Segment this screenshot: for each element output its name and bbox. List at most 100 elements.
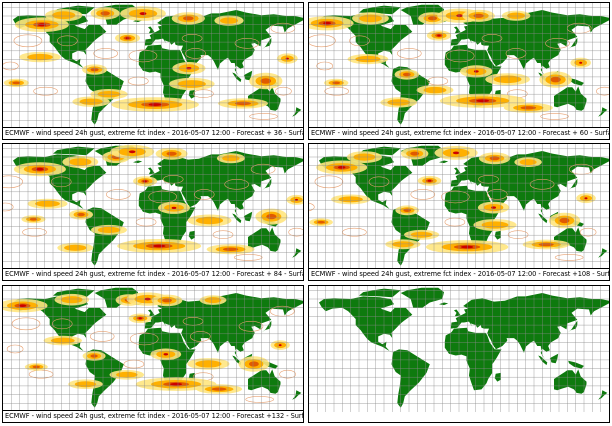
index-mid-area bbox=[195, 216, 224, 225]
land-south-america bbox=[85, 349, 124, 408]
index-contour bbox=[11, 317, 41, 331]
index-mid-area bbox=[61, 296, 83, 304]
world-map bbox=[309, 3, 609, 129]
world-map bbox=[3, 3, 303, 129]
graticule bbox=[309, 3, 609, 129]
index-contour bbox=[250, 163, 276, 175]
map-caption: ECMWF - wind speed 24h gust, extreme fct… bbox=[3, 127, 303, 139]
index-contour bbox=[245, 396, 275, 403]
index-contour bbox=[193, 189, 215, 200]
index-contour bbox=[368, 176, 390, 188]
index-contour bbox=[288, 227, 303, 237]
graticule bbox=[3, 144, 303, 270]
index-contour bbox=[568, 163, 594, 175]
land-south-america bbox=[391, 66, 430, 125]
land-sumatra bbox=[232, 213, 242, 224]
land-new-zealand bbox=[598, 107, 608, 117]
land-new-zealand bbox=[598, 248, 608, 258]
land-sumatra bbox=[538, 213, 548, 224]
index-extreme-area bbox=[456, 14, 463, 18]
land-new-zealand bbox=[292, 107, 302, 117]
land-new-zealand bbox=[598, 390, 608, 400]
index-extreme-area bbox=[278, 344, 282, 347]
land-arctic-islands bbox=[359, 288, 401, 298]
index-high-area bbox=[317, 220, 325, 224]
index-contour bbox=[554, 254, 584, 261]
land-arabia bbox=[182, 331, 202, 349]
base-map-panel bbox=[308, 285, 610, 423]
index-extreme-area bbox=[36, 167, 44, 171]
land-iceland bbox=[439, 302, 449, 306]
graticule bbox=[3, 3, 303, 129]
index-contour bbox=[441, 190, 470, 204]
land-australia bbox=[554, 86, 587, 111]
land-masses bbox=[319, 287, 609, 408]
world-map bbox=[309, 286, 609, 412]
index-contour bbox=[3, 175, 23, 189]
land-iceland bbox=[439, 160, 449, 164]
index-contour bbox=[128, 49, 158, 63]
index-high-area bbox=[332, 81, 341, 85]
land-europe-asia bbox=[144, 293, 303, 359]
index-contour bbox=[309, 34, 336, 48]
index-extreme-area bbox=[148, 103, 162, 106]
index-contour bbox=[162, 174, 184, 184]
index-contour bbox=[212, 230, 234, 239]
index-high-area bbox=[222, 247, 239, 251]
index-mid-area bbox=[69, 158, 92, 166]
land-europe-asia bbox=[450, 10, 609, 76]
land-sumatra bbox=[232, 72, 242, 83]
index-extreme-area bbox=[138, 317, 142, 320]
land-greenland bbox=[94, 287, 138, 308]
map-caption: ECMWF - wind speed 24h gust, extreme fct… bbox=[309, 268, 609, 280]
land-north-america bbox=[319, 154, 413, 211]
index-high-area bbox=[100, 11, 110, 16]
index-extreme-area bbox=[337, 166, 346, 169]
land-greenland bbox=[400, 287, 444, 308]
index-high-area bbox=[559, 217, 570, 224]
index-contour bbox=[57, 35, 78, 47]
index-contour bbox=[316, 61, 333, 71]
index-high-area bbox=[427, 16, 438, 21]
index-contour bbox=[33, 86, 58, 96]
graticule bbox=[3, 286, 303, 412]
index-mid-area bbox=[204, 297, 222, 304]
land-japan bbox=[261, 37, 272, 50]
index-extreme-area bbox=[125, 37, 130, 40]
land-borneo bbox=[549, 353, 559, 364]
index-extreme-area bbox=[139, 12, 147, 16]
index-contour bbox=[234, 37, 260, 49]
index-contour bbox=[93, 48, 118, 59]
land-europe-asia bbox=[450, 293, 609, 359]
index-high-area bbox=[249, 361, 259, 367]
land-japan bbox=[567, 178, 578, 191]
index-mid-area bbox=[410, 231, 433, 238]
index-mid-area bbox=[195, 360, 222, 368]
land-arabia bbox=[182, 189, 202, 207]
index-high-area bbox=[211, 387, 227, 391]
land-europe-asia bbox=[144, 10, 303, 76]
land-japan bbox=[567, 37, 578, 50]
index-contour bbox=[397, 48, 422, 59]
index-extreme-area bbox=[491, 206, 496, 209]
index-contour bbox=[324, 86, 350, 96]
index-contour bbox=[123, 359, 145, 369]
index-contour bbox=[89, 331, 115, 342]
index-contour bbox=[279, 369, 296, 379]
index-extreme-area bbox=[452, 151, 460, 155]
index-mid-area bbox=[64, 244, 87, 251]
land-sumatra bbox=[538, 355, 548, 366]
index-high-area bbox=[410, 151, 420, 156]
index-extreme-area bbox=[437, 34, 441, 37]
index-high-area bbox=[162, 298, 172, 303]
land-north-america bbox=[13, 154, 107, 211]
forecast-map-panel-60h: ECMWF - wind speed 24h gust, extreme fct… bbox=[308, 2, 610, 140]
land-arabia bbox=[488, 48, 508, 66]
index-mid-area bbox=[97, 226, 121, 233]
index-mid-area bbox=[222, 155, 240, 162]
index-contour bbox=[129, 332, 159, 346]
index-high-area bbox=[266, 213, 277, 220]
land-new-guinea bbox=[568, 360, 584, 369]
index-contour bbox=[478, 174, 499, 184]
land-arabia bbox=[488, 331, 508, 349]
